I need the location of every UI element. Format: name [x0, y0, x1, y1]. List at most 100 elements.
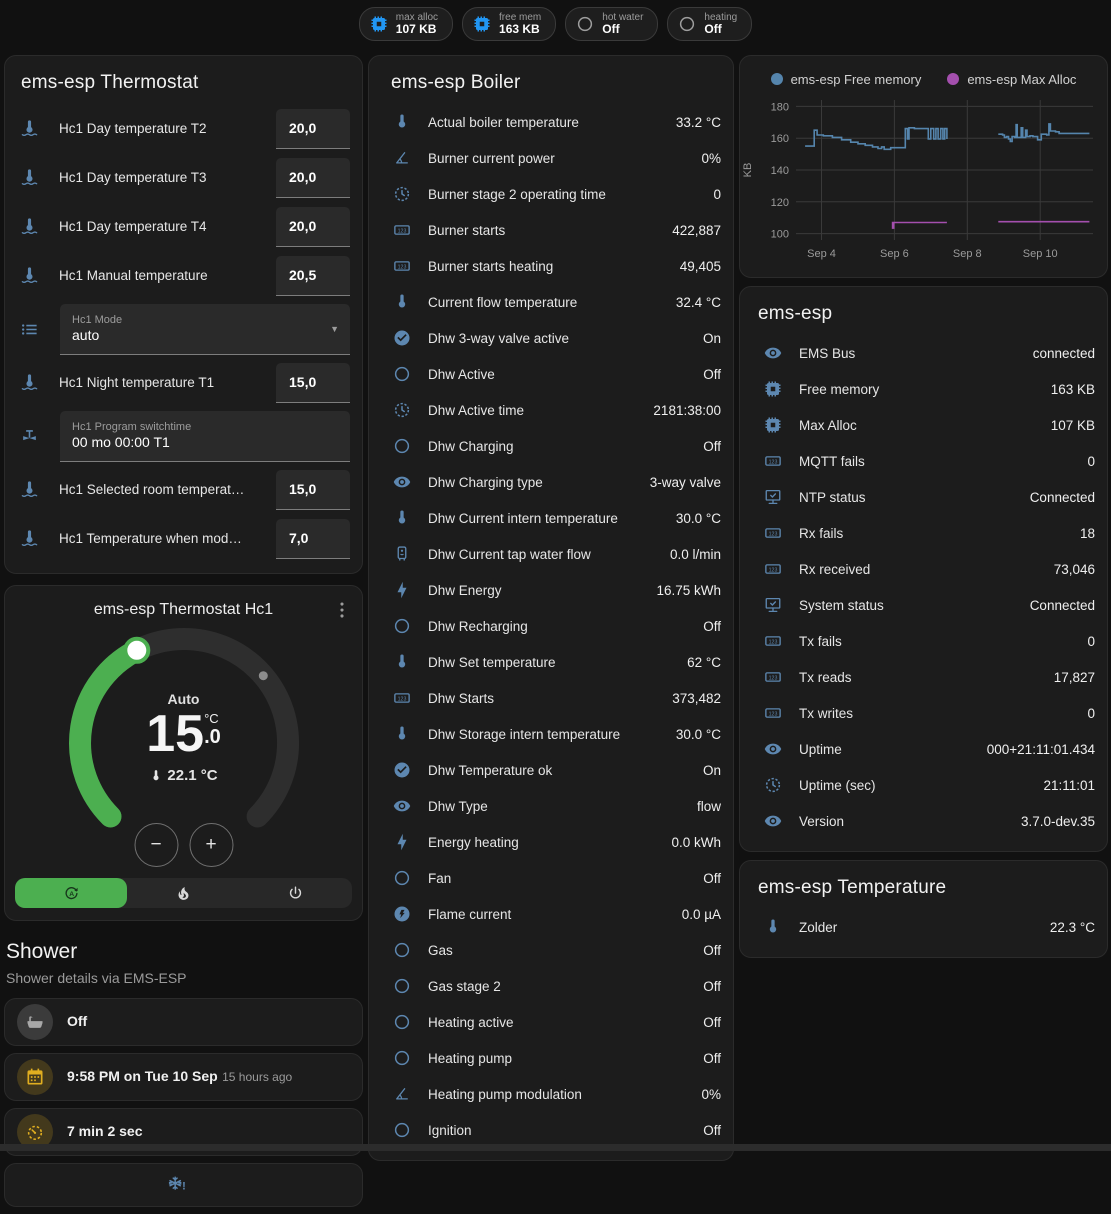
entity-row[interactable]: Energy heating 0.0 kWh	[379, 824, 721, 860]
entity-row[interactable]: 123 Dhw Starts 373,482	[379, 680, 721, 716]
entity-row[interactable]: Hc1 Mode auto Hc1 Mode auto ▼	[17, 300, 350, 358]
entity-row[interactable]: Heating pump modulation 0%	[379, 1076, 721, 1112]
entity-row[interactable]: Dhw Current tap water flow 0.0 l/min	[379, 536, 721, 572]
shower-card[interactable]: 9:58 PM on Tue 10 Sep 15 hours ago	[4, 1053, 363, 1101]
hvac-mode-button[interactable]: A	[15, 878, 128, 908]
more-options-icon[interactable]	[331, 599, 353, 621]
svg-text:Sep 10: Sep 10	[1023, 248, 1058, 260]
entity-value: 2181:38:00	[653, 402, 721, 418]
entity-row[interactable]: Gas stage 2 Off	[379, 968, 721, 1004]
entity-row[interactable]: Dhw Active time 2181:38:00	[379, 392, 721, 428]
entity-row[interactable]: 123 MQTT fails 0	[750, 443, 1095, 479]
svg-text:160: 160	[771, 133, 789, 145]
number-input[interactable]: 20,0	[276, 108, 350, 149]
circle-icon	[393, 1049, 411, 1067]
entity-row[interactable]: Hc1 Day temperature T4 20,0 Hc1 Day temp…	[17, 202, 350, 251]
clock-icon	[393, 185, 411, 203]
entity-row[interactable]: Dhw Energy 16.75 kWh	[379, 572, 721, 608]
entity-row[interactable]: Hc1 Temperature when mod… 7,0 Hc1 Temper…	[17, 514, 350, 563]
entity-row[interactable]: Fan Off	[379, 860, 721, 896]
number-input[interactable]: 20,0	[276, 206, 350, 247]
section-subtitle: Shower details via EMS-ESP	[6, 970, 187, 986]
counter-icon: 123	[393, 257, 411, 275]
status-badge[interactable]: max alloc 107 KB	[358, 7, 454, 41]
entity-row[interactable]: Dhw Storage intern temperature 30.0 °C	[379, 716, 721, 752]
entity-row[interactable]: Hc1 Day temperature T2 20,0 Hc1 Day temp…	[17, 104, 350, 153]
badge-value: Off	[602, 21, 620, 36]
shower-card[interactable]: Off	[4, 998, 363, 1046]
select-input[interactable]: Hc1 Mode auto ▼	[60, 303, 350, 355]
entity-row[interactable]: Hc1 Program switchtime 00 mo 00:00 T1 Hc…	[17, 407, 350, 465]
entity-row[interactable]: Flame current 0.0 µA	[379, 896, 721, 932]
entity-value: 0%	[701, 1086, 721, 1102]
decrease-temperature-button[interactable]: −	[134, 823, 178, 867]
number-input[interactable]: 20,5	[276, 255, 350, 296]
shower-card[interactable]: !	[4, 1163, 363, 1207]
badge-label: free mem	[499, 11, 542, 23]
memory-chart-card[interactable]: ems-esp Free memory ems-esp Max Alloc 100…	[739, 55, 1108, 278]
entity-row[interactable]: Dhw Set temperature 62 °C	[379, 644, 721, 680]
entity-row[interactable]: Hc1 Night temperature T1 15,0 Hc1 Night …	[17, 358, 350, 407]
entity-row[interactable]: NTP status Connected	[750, 479, 1095, 515]
status-badge[interactable]: hot water Off	[565, 7, 659, 41]
entity-value: 18	[1079, 525, 1095, 541]
entity-row[interactable]: Max Alloc 107 KB	[750, 407, 1095, 443]
chip-icon	[764, 416, 782, 434]
entity-label: Heating pump	[428, 1050, 513, 1066]
entity-row[interactable]: 123 Burner starts 422,887	[379, 212, 721, 248]
entity-row[interactable]: 123 Burner starts heating 49,405	[379, 248, 721, 284]
entity-row[interactable]: Dhw 3-way valve active On	[379, 320, 721, 356]
number-input[interactable]: 15,0	[276, 469, 350, 510]
entity-row[interactable]: Dhw Charging Off	[379, 428, 721, 464]
thermostat-dial[interactable]	[3, 619, 365, 871]
number-input[interactable]: 15,0	[276, 362, 350, 403]
entity-row[interactable]: Current flow temperature 32.4 °C	[379, 284, 721, 320]
number-input[interactable]: 7,0	[276, 518, 350, 559]
entity-row[interactable]: 123 Tx writes 0	[750, 695, 1095, 731]
entity-row[interactable]: Version 3.7.0-dev.35	[750, 803, 1095, 839]
entity-row[interactable]: System status Connected	[750, 587, 1095, 623]
hvac-mode-button[interactable]	[127, 878, 239, 908]
number-input[interactable]: 20,0	[276, 157, 350, 198]
svg-text:Sep 8: Sep 8	[953, 248, 982, 260]
entity-row[interactable]: Dhw Current intern temperature 30.0 °C	[379, 500, 721, 536]
entity-row[interactable]: Burner stage 2 operating time 0	[379, 176, 721, 212]
entity-row[interactable]: Hc1 Selected room temperat… 15,0 Hc1 Sel…	[17, 465, 350, 514]
entity-label: NTP status	[799, 489, 866, 505]
entity-row[interactable]: Uptime 000+21:11:01.434	[750, 731, 1095, 767]
entity-row[interactable]: Ignition Off	[379, 1112, 721, 1148]
card-title: ems-esp Thermostat Hc1	[93, 601, 274, 618]
entity-value: connected	[1032, 345, 1095, 361]
bottom-scrollbar[interactable]	[0, 1144, 1111, 1151]
legend-item[interactable]: ems-esp Free memory	[770, 72, 921, 87]
entity-row[interactable]: 123 Rx fails 18	[750, 515, 1095, 551]
entity-value: 000+21:11:01.434	[986, 741, 1095, 757]
entity-row[interactable]: Heating active Off	[379, 1004, 721, 1040]
select-input[interactable]: Hc1 Program switchtime 00 mo 00:00 T1 ▼	[60, 410, 350, 462]
entity-row[interactable]: Hc1 Day temperature T3 20,0 Hc1 Day temp…	[17, 153, 350, 202]
entity-row[interactable]: Uptime (sec) 21:11:01	[750, 767, 1095, 803]
entity-row[interactable]: Heating pump Off	[379, 1040, 721, 1076]
svg-text:123: 123	[769, 639, 778, 645]
status-badge[interactable]: heating Off	[667, 7, 753, 41]
entity-row[interactable]: 123 Tx reads 17,827	[750, 659, 1095, 695]
entity-label: Zolder	[799, 919, 838, 935]
entity-row[interactable]: Dhw Charging type 3-way valve	[379, 464, 721, 500]
entity-row[interactable]: Dhw Type flow	[379, 788, 721, 824]
entity-row[interactable]: Hc1 Manual temperature 20,5 Hc1 Manual t…	[17, 251, 350, 300]
status-badge[interactable]: free mem 163 KB	[462, 7, 557, 41]
increase-temperature-button[interactable]: +	[189, 823, 233, 867]
entity-row[interactable]: Dhw Recharging Off	[379, 608, 721, 644]
entity-row[interactable]: Dhw Active Off	[379, 356, 721, 392]
entity-row[interactable]: Burner current power 0%	[379, 140, 721, 176]
entity-row[interactable]: Dhw Temperature ok On	[379, 752, 721, 788]
entity-row[interactable]: Zolder 22.3 °C	[750, 909, 1095, 945]
hvac-mode-button[interactable]	[240, 878, 352, 908]
entity-row[interactable]: Actual boiler temperature 33.2 °C	[379, 104, 721, 140]
entity-row[interactable]: Gas Off	[379, 932, 721, 968]
entity-row[interactable]: EMS Bus connected	[750, 335, 1095, 371]
entity-row[interactable]: 123 Rx received 73,046	[750, 551, 1095, 587]
entity-row[interactable]: 123 Tx fails 0	[750, 623, 1095, 659]
entity-row[interactable]: Free memory 163 KB	[750, 371, 1095, 407]
legend-item[interactable]: ems-esp Max Alloc	[947, 72, 1076, 87]
